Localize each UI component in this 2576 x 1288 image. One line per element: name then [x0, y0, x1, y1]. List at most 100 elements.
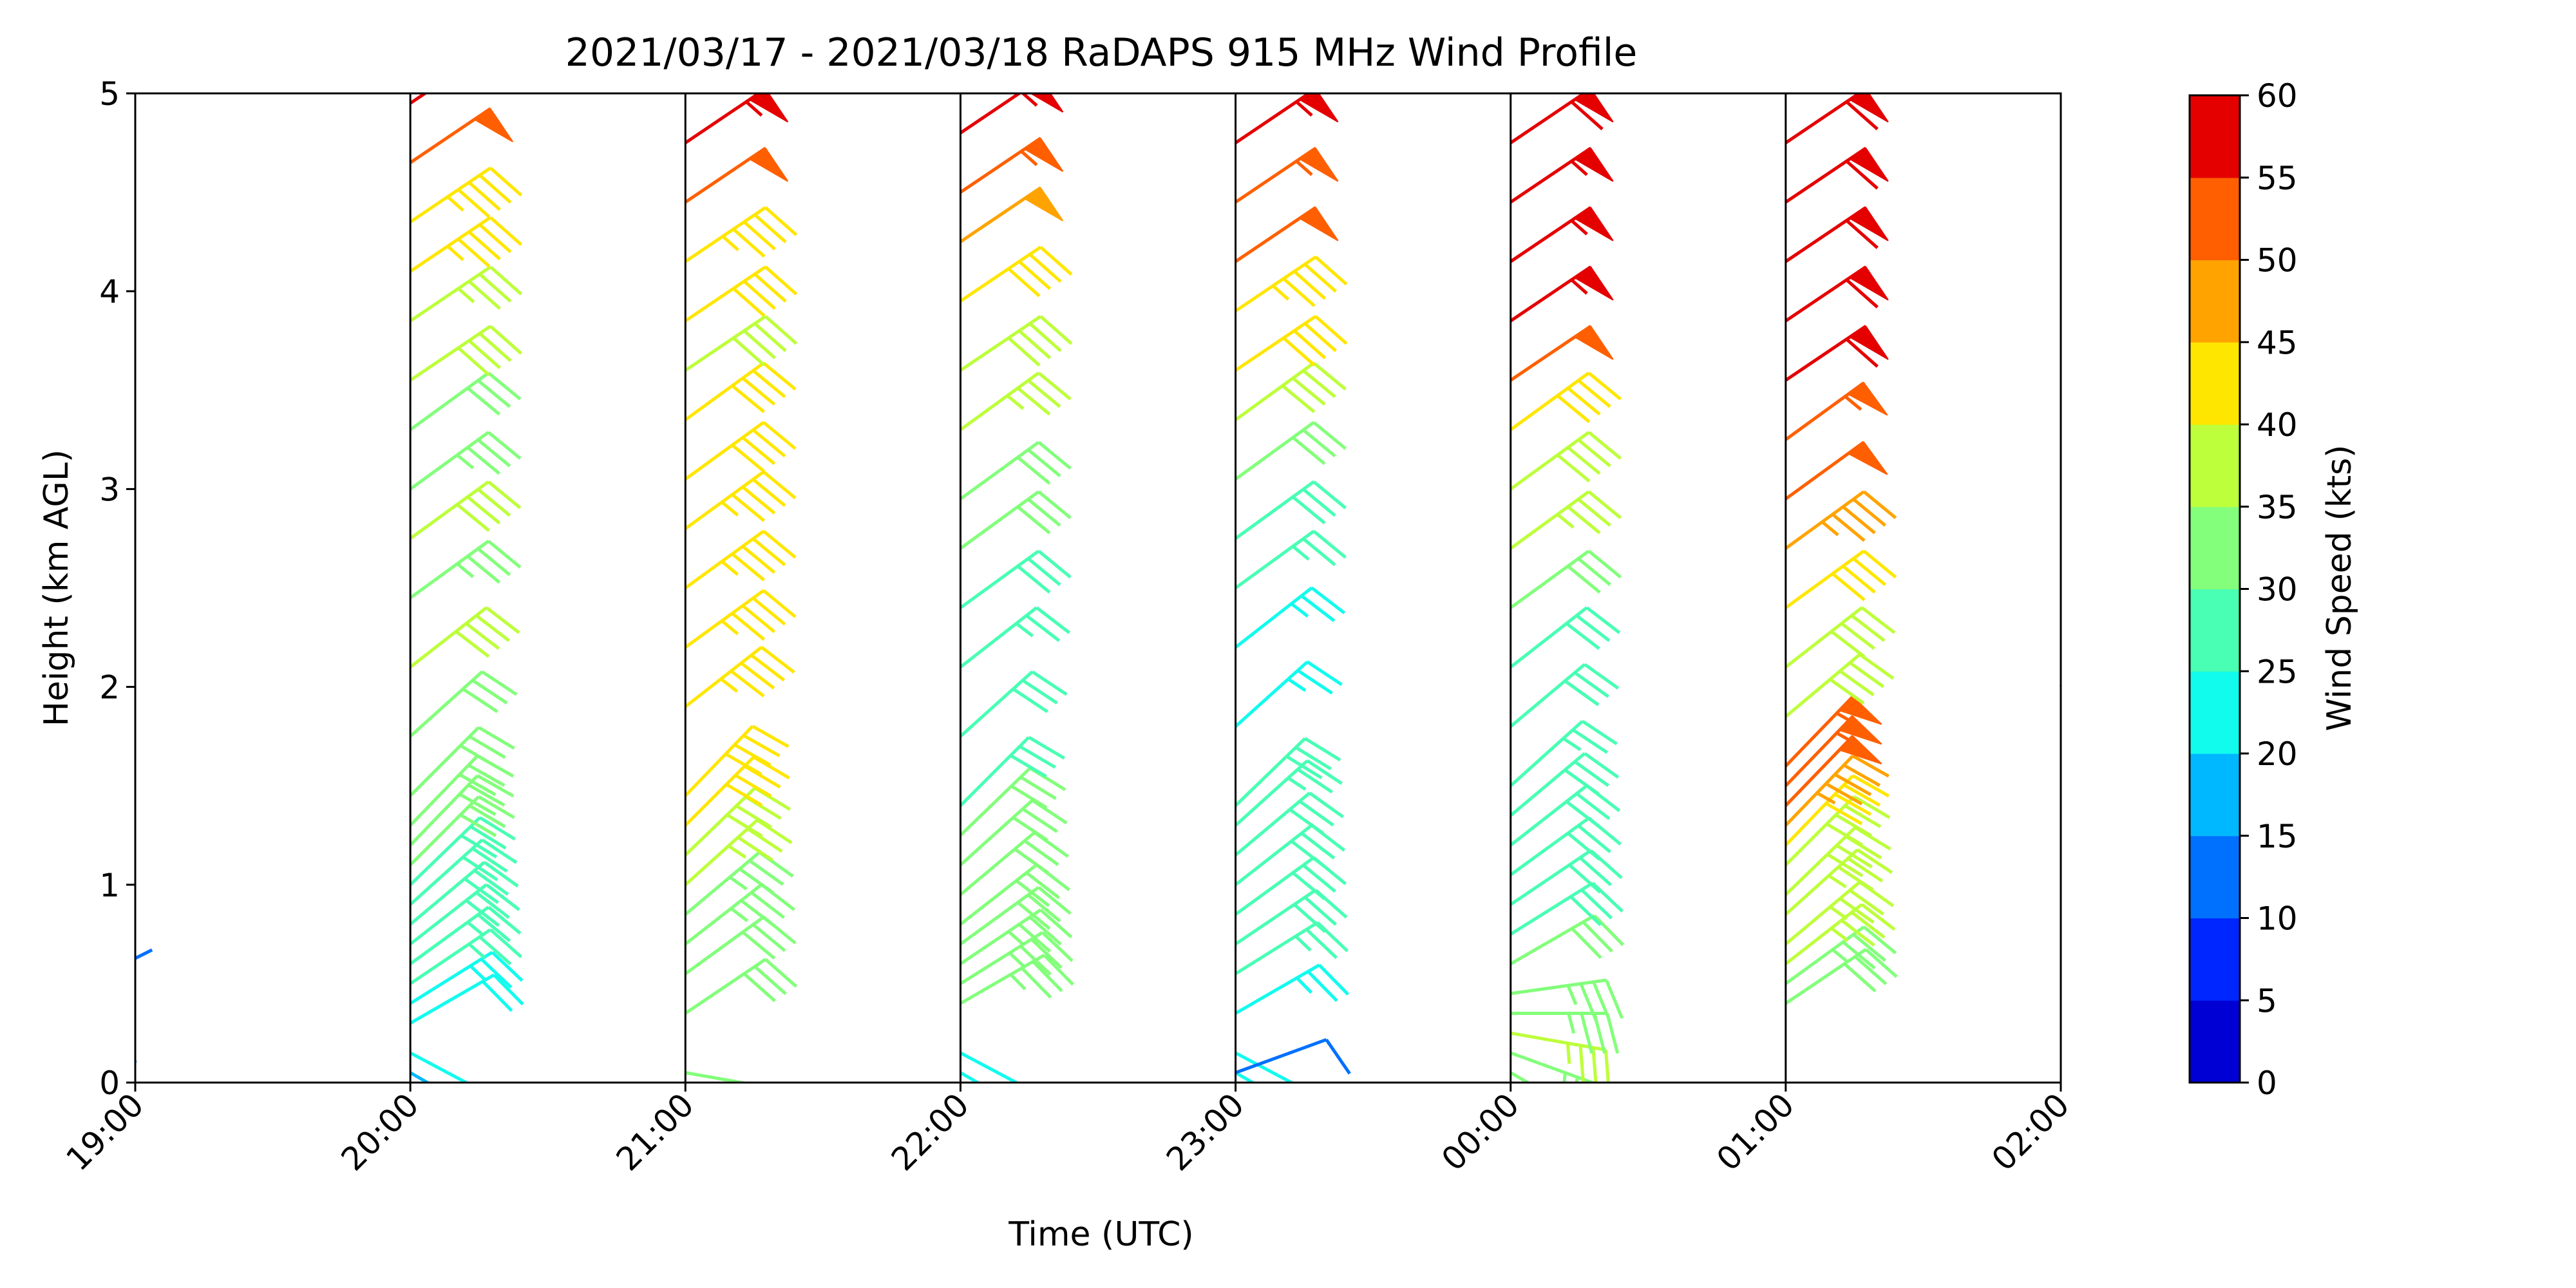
barb-full [1028, 735, 1065, 760]
barb-full [1825, 782, 1863, 806]
wind-barb [1510, 1011, 1620, 1054]
barb-staff [1235, 480, 1315, 540]
wind-barb [960, 315, 1073, 372]
barb-full [1294, 746, 1332, 771]
barb-full [1036, 606, 1070, 634]
barb-full [1325, 1038, 1351, 1075]
wind-barb [409, 540, 522, 600]
barb-staff [1785, 774, 1854, 847]
barb-full [466, 446, 501, 475]
barb-staff [1234, 737, 1307, 807]
barb-full [752, 428, 786, 458]
barb-staff [684, 851, 761, 916]
barb-full [487, 431, 522, 460]
barb-full [1852, 933, 1887, 962]
colorbar-tick-label: 0 [2257, 1065, 2277, 1102]
wind-barb [684, 361, 797, 421]
barb-full [1311, 1098, 1321, 1138]
wind-barb [1235, 480, 1347, 540]
wind-barb [2060, 140, 2061, 143]
barb-full [1016, 386, 1051, 416]
barb-full [1019, 744, 1056, 769]
barb-staff [409, 905, 489, 965]
barb-full [1297, 1115, 1308, 1155]
barb-full [1580, 1012, 1594, 1054]
wind-barb [409, 166, 523, 223]
wind-barb [1235, 147, 1339, 204]
barb-full [1843, 962, 1877, 992]
barb-full [475, 891, 510, 919]
barb-full [764, 265, 798, 296]
barb-full [1575, 614, 1611, 642]
barb-full [1289, 808, 1325, 835]
barb-half [1828, 874, 1847, 889]
wind-barb [2060, 378, 2061, 381]
wind-barb [1510, 549, 1622, 609]
barb-full [481, 980, 513, 1012]
colorbar-tick-label: 25 [2257, 653, 2298, 690]
barb-full [1587, 490, 1622, 520]
barb-half [456, 453, 475, 469]
barb-full [1285, 755, 1323, 780]
barb-full [741, 545, 776, 574]
barb-full [465, 899, 500, 927]
barb-full [1565, 622, 1600, 650]
wind-barb [959, 549, 1072, 609]
barb-full [1864, 948, 1898, 978]
barb-staff [1785, 755, 1854, 827]
barb-staff [684, 589, 765, 649]
barb-full [726, 813, 763, 838]
wind-barb [1785, 549, 1897, 609]
barb-staff [1510, 549, 1590, 609]
barb-half [721, 560, 739, 576]
wind-barb [960, 953, 1074, 1005]
barb-full [468, 231, 501, 261]
barb-full [1835, 844, 1873, 869]
barb-full [477, 795, 515, 819]
barb-full [485, 606, 520, 634]
barb-full [734, 773, 772, 798]
wind-barb [1510, 265, 1614, 323]
barb-full [748, 859, 784, 886]
wind-barb [2061, 39, 2163, 93]
barb-full [1593, 914, 1625, 947]
barb-full [468, 804, 506, 828]
wind-barb [1785, 774, 1890, 847]
barb-staff [409, 816, 481, 886]
wind-barb [1785, 826, 1891, 896]
barb-full [493, 974, 524, 1006]
barb-staff [1785, 93, 1789, 95]
barb-full [459, 813, 497, 837]
barb-full [764, 315, 798, 345]
wind-barb [1785, 206, 1889, 263]
barb-full [1314, 315, 1348, 345]
barb-staff [2061, 39, 2141, 93]
barb-full [1302, 537, 1336, 567]
wind-barb [2060, 971, 2061, 974]
barb-staff [409, 973, 495, 1025]
wind-barb [1235, 255, 1348, 312]
barb-full [1856, 848, 1893, 874]
colorbar-segment [2190, 260, 2240, 343]
wind-barb [684, 755, 790, 827]
barb-staff [960, 1071, 981, 1083]
wind-barb [1235, 1037, 1351, 1075]
barb-full [1304, 737, 1341, 762]
barb-half [1295, 160, 1313, 176]
barb-full [1316, 921, 1349, 952]
barb-full [1581, 719, 1618, 746]
barb-full [135, 948, 153, 960]
barb-staff [959, 549, 1040, 609]
barb-full [1302, 369, 1336, 399]
wind-barb [409, 795, 515, 866]
barb-full [459, 744, 497, 768]
wind-barb [1234, 660, 1343, 728]
barb-half [721, 620, 739, 636]
wind-barb [684, 645, 795, 708]
barb-full [1025, 1092, 1034, 1132]
barb-staff [409, 883, 488, 945]
wind-barb [959, 440, 1072, 500]
barb-staff [409, 540, 489, 600]
barb-flag [1848, 266, 1889, 301]
barb-full [752, 478, 786, 507]
